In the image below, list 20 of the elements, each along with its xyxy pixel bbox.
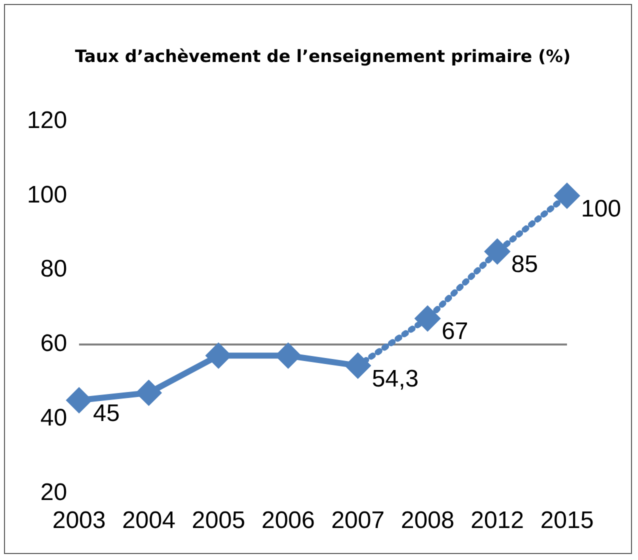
- x-tick-label: 2006: [261, 507, 315, 534]
- y-tick-label: 20: [40, 478, 68, 506]
- y-tick-label: 60: [40, 330, 68, 358]
- x-tick-label: 2007: [331, 507, 385, 534]
- x-tick-label: 2008: [400, 507, 454, 534]
- x-tick-label: 2005: [192, 507, 246, 534]
- x-tick-label: 2003: [52, 507, 106, 534]
- y-tick-label: 80: [40, 256, 68, 283]
- x-tick-label: 2012: [470, 507, 524, 534]
- data-label: 85: [511, 251, 538, 278]
- data-label: 45: [93, 400, 120, 427]
- y-tick-label: 120: [26, 107, 68, 134]
- data-label: 67: [442, 318, 468, 346]
- y-tick-label: 40: [40, 404, 68, 432]
- data-label: 100: [581, 195, 622, 222]
- y-tick-label: 100: [26, 181, 68, 208]
- data-label: 54,3: [372, 365, 419, 392]
- x-tick-label: 2015: [540, 507, 594, 534]
- x-tick-label: 2004: [122, 507, 176, 534]
- chart-title: Taux d’achèvement de l’enseignement primaire (%): [75, 47, 571, 67]
